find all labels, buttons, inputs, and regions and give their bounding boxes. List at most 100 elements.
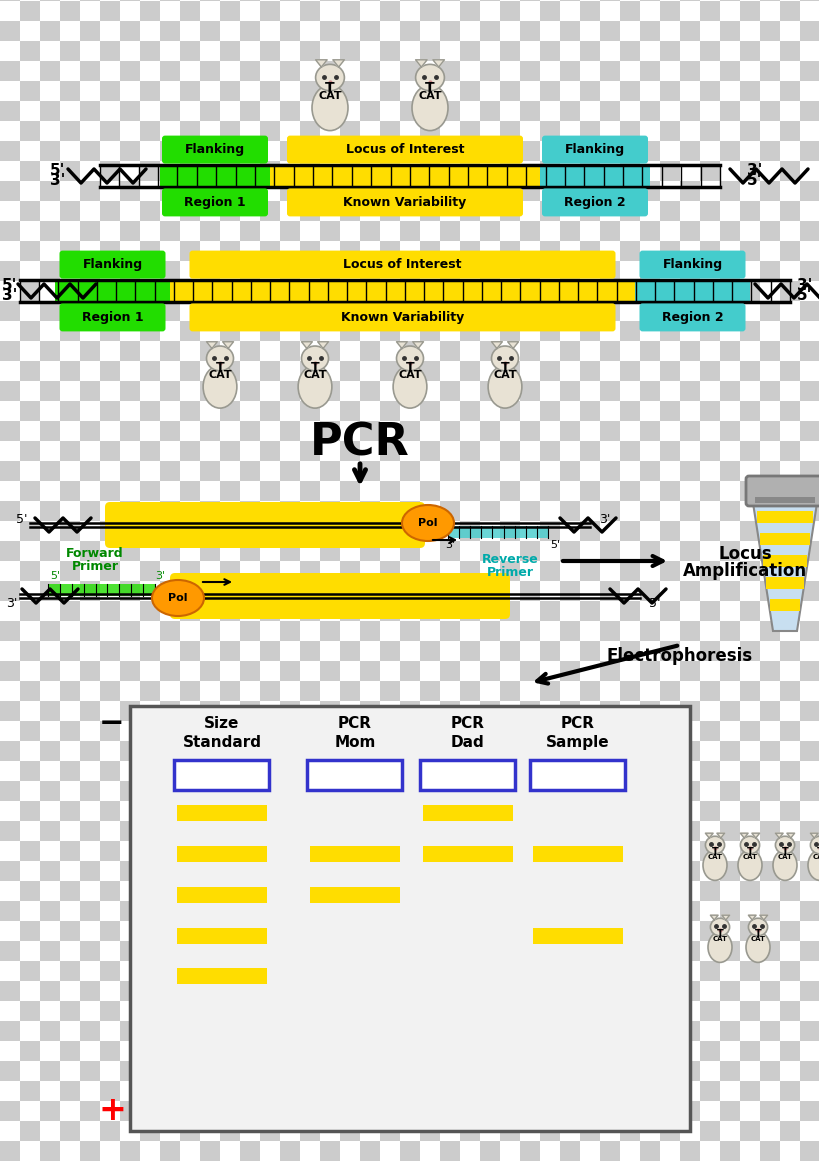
FancyBboxPatch shape	[170, 574, 509, 619]
Bar	[120, 41, 140, 62]
Bar	[319, 682, 340, 701]
Bar	[759, 841, 779, 861]
Bar	[360, 502, 379, 521]
Bar	[360, 621, 379, 641]
Bar	[540, 1061, 559, 1081]
Bar	[279, 261, 300, 281]
Bar	[240, 1141, 260, 1161]
Bar	[20, 942, 40, 961]
Bar	[719, 502, 739, 521]
Bar	[379, 821, 400, 841]
Bar	[699, 121, 719, 140]
Bar	[739, 281, 759, 301]
Bar	[319, 801, 340, 821]
Bar	[319, 461, 340, 481]
Bar	[759, 942, 779, 961]
Bar	[639, 580, 659, 601]
Bar	[200, 361, 219, 381]
Bar	[340, 942, 360, 961]
Bar	[120, 1041, 140, 1061]
Bar	[459, 401, 479, 421]
Bar	[360, 361, 379, 381]
Bar	[579, 601, 600, 621]
Bar	[379, 361, 400, 381]
Bar	[340, 101, 360, 121]
Bar	[100, 701, 120, 721]
Bar	[419, 682, 440, 701]
Text: CAT: CAT	[741, 854, 757, 860]
Bar	[500, 580, 519, 601]
Bar	[440, 521, 459, 541]
Bar	[279, 601, 300, 621]
Bar	[419, 281, 440, 301]
Bar	[40, 881, 60, 901]
Bar	[60, 641, 80, 661]
Bar	[340, 781, 360, 801]
Bar	[20, 1, 40, 21]
Bar	[500, 421, 519, 441]
Bar	[219, 961, 240, 981]
Bar	[340, 301, 360, 320]
Bar	[699, 942, 719, 961]
Bar	[779, 461, 799, 481]
Bar	[219, 1001, 240, 1021]
Bar	[519, 942, 540, 961]
Bar	[719, 221, 739, 241]
Bar	[500, 541, 519, 561]
Bar	[779, 161, 799, 181]
Bar	[180, 942, 200, 961]
Bar	[419, 502, 440, 521]
Bar	[160, 62, 180, 81]
Bar	[160, 661, 180, 682]
Bar	[699, 221, 719, 241]
Bar	[639, 502, 659, 521]
Bar	[319, 81, 340, 101]
Bar	[140, 320, 160, 341]
Bar	[559, 401, 579, 421]
Bar	[619, 401, 639, 421]
Bar	[340, 561, 360, 580]
Bar	[80, 301, 100, 320]
Bar	[40, 580, 60, 601]
Bar	[20, 1001, 40, 1021]
Bar	[759, 161, 779, 181]
Bar	[219, 101, 240, 121]
Bar	[279, 1001, 300, 1021]
Bar	[600, 181, 619, 201]
Bar	[519, 320, 540, 341]
Bar	[300, 580, 319, 601]
Bar	[100, 981, 120, 1001]
Bar	[20, 861, 40, 881]
Bar	[659, 161, 679, 181]
Bar	[600, 961, 619, 981]
Bar	[140, 801, 160, 821]
Bar	[240, 942, 260, 961]
Bar	[40, 661, 60, 682]
Bar	[219, 301, 240, 320]
Bar	[60, 481, 80, 502]
Bar	[519, 541, 540, 561]
Bar	[659, 701, 679, 721]
Bar	[739, 682, 759, 701]
Bar	[759, 41, 779, 62]
Bar	[140, 1122, 160, 1141]
Bar	[719, 201, 739, 221]
Bar	[519, 1041, 540, 1061]
Text: Amplification: Amplification	[682, 562, 806, 580]
Bar	[60, 320, 80, 341]
Bar	[340, 580, 360, 601]
Bar	[319, 221, 340, 241]
Bar	[120, 381, 140, 401]
Bar	[479, 601, 500, 621]
Bar	[559, 1, 579, 21]
Bar	[379, 942, 400, 961]
Bar	[459, 561, 479, 580]
Bar	[80, 682, 100, 701]
Text: PCR
Mom: PCR Mom	[334, 716, 375, 750]
Bar	[219, 341, 240, 361]
Bar	[519, 861, 540, 881]
Bar	[219, 561, 240, 580]
Bar	[20, 361, 40, 381]
Bar	[20, 201, 40, 221]
Bar	[540, 981, 559, 1001]
